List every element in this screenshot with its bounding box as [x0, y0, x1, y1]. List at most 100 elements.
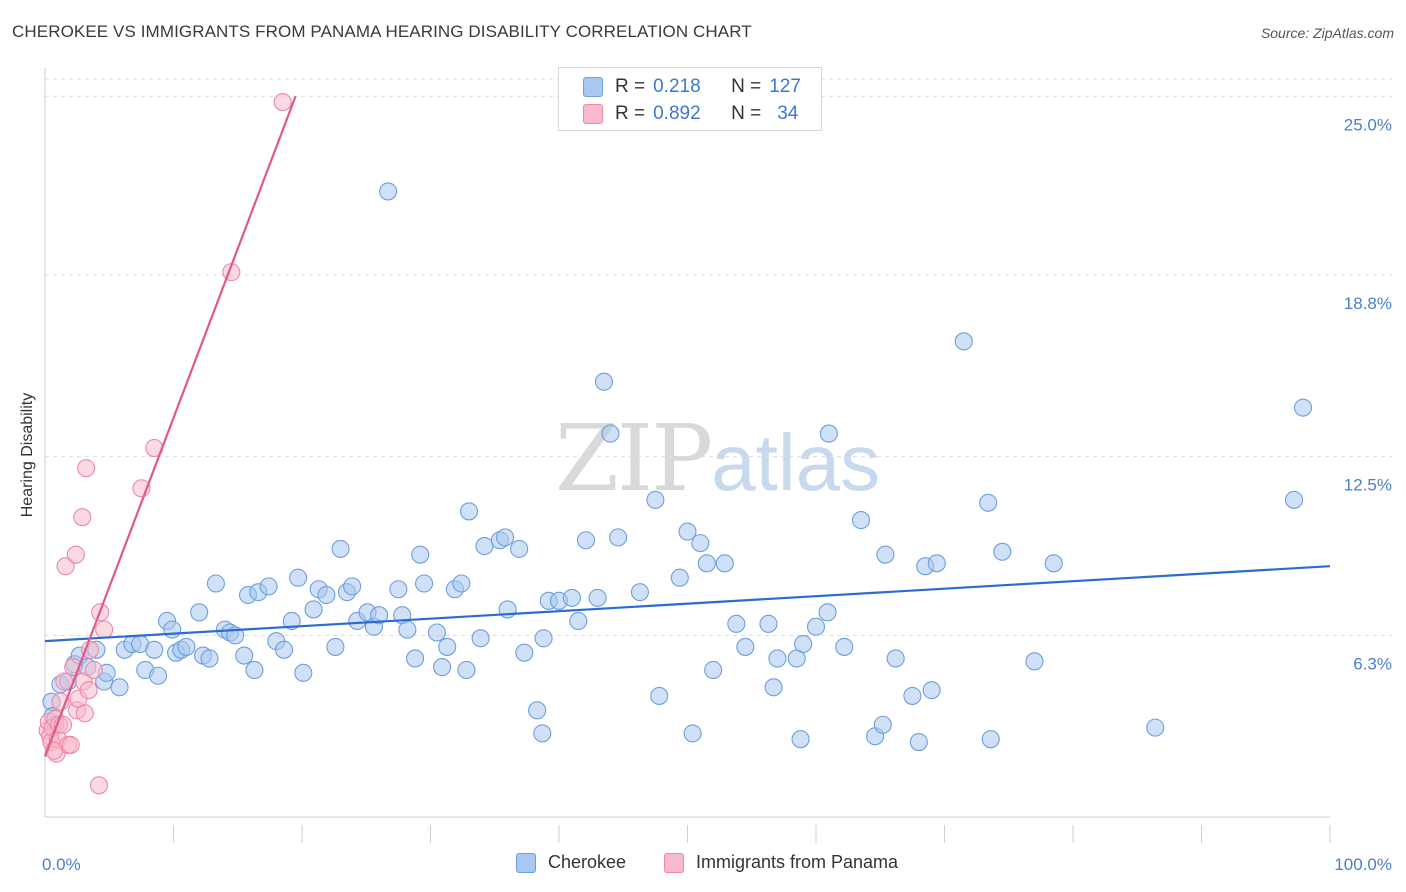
legend-item-cherokee: Cherokee: [516, 852, 626, 873]
axes: [44, 68, 1331, 843]
point-cherokee: [886, 649, 905, 668]
point-panama: [77, 459, 96, 478]
point-cherokee: [510, 539, 529, 558]
point-cherokee: [415, 574, 434, 593]
point-cherokee: [1146, 718, 1165, 737]
point-panama: [61, 735, 80, 754]
point-cherokee: [427, 623, 446, 642]
point-cherokee: [818, 603, 837, 622]
point-cherokee: [282, 611, 301, 631]
point-panama: [80, 640, 100, 659]
point-cherokee: [331, 539, 350, 558]
point-cherokee: [704, 660, 723, 680]
point-cherokee: [495, 528, 515, 547]
point-cherokee: [697, 554, 716, 573]
point-cherokee: [433, 658, 452, 677]
point-cherokee: [609, 528, 628, 547]
point-cherokee: [903, 686, 922, 705]
point-cherokee: [876, 545, 895, 564]
point-panama: [56, 557, 75, 576]
point-cherokee: [981, 730, 1000, 749]
trendline-panama: [43, 95, 297, 757]
point-cherokee: [1284, 490, 1304, 509]
legend-n-label: N =: [731, 76, 762, 97]
point-cherokee: [326, 637, 345, 656]
point-cherokee: [678, 522, 697, 541]
point-cherokee: [457, 660, 476, 680]
point-panama: [95, 620, 114, 639]
point-cherokee: [1025, 652, 1044, 671]
correlation-legend: R = 0.218 N = 127 R = 0.892 N = 34: [558, 67, 822, 131]
point-cherokee: [200, 649, 219, 668]
point-cherokee: [630, 583, 650, 602]
point-cherokee: [274, 640, 294, 659]
point-cherokee: [922, 681, 941, 700]
point-cherokee: [759, 614, 778, 633]
point-cherokee: [715, 554, 734, 573]
legend-label-panama: Immigrants from Panama: [696, 852, 899, 872]
point-cherokee: [1293, 398, 1313, 417]
legend-row-panama: R = 0.892 N = 34: [583, 102, 798, 126]
point-cherokee: [145, 640, 164, 659]
point-cherokee: [791, 730, 810, 749]
legend-n-value: 127: [769, 76, 801, 97]
point-cherokee: [562, 588, 581, 607]
point-cherokee: [727, 614, 746, 633]
y-tick-label: 6.3%: [1353, 654, 1392, 673]
point-cherokee: [245, 660, 264, 680]
point-cherokee: [873, 715, 892, 734]
point-cherokee: [650, 686, 669, 705]
point-panama: [66, 545, 85, 564]
trendline-cherokee: [44, 565, 1331, 643]
point-cherokee: [736, 637, 755, 656]
legend-row-cherokee: R = 0.218 N = 127: [583, 75, 801, 99]
point-panama: [79, 681, 98, 700]
point-cherokee: [177, 637, 196, 656]
point-cherokee: [691, 534, 710, 553]
point-cherokee: [398, 620, 417, 639]
legend-swatch-panama: [664, 852, 684, 873]
point-cherokee: [851, 511, 871, 530]
y-tick-label: 25.0%: [1344, 115, 1392, 134]
point-cherokee: [475, 536, 494, 556]
legend-n-value: 34: [777, 103, 799, 124]
watermark-zip: ZIP: [555, 405, 713, 512]
legend-label-cherokee: Cherokee: [548, 852, 627, 872]
point-cherokee: [927, 554, 946, 573]
source-credit: Source: ZipAtlas.com: [1260, 25, 1394, 41]
y-tick-label: 12.5%: [1344, 476, 1392, 495]
point-cherokee: [601, 424, 620, 443]
point-cherokee: [452, 574, 471, 593]
watermark-atlas: atlas: [711, 418, 881, 507]
point-cherokee: [370, 606, 389, 625]
data-points: [38, 93, 1313, 795]
point-panama: [273, 93, 292, 112]
point-cherokee: [993, 542, 1012, 561]
point-cherokee: [379, 182, 398, 201]
point-cherokee: [259, 577, 278, 596]
legend-swatch-panama: [583, 104, 603, 124]
point-cherokee: [411, 545, 430, 564]
point-cherokee: [670, 568, 689, 587]
grid-lines: [45, 78, 1392, 636]
point-cherokee: [954, 332, 973, 351]
point-cherokee: [438, 637, 457, 656]
point-panama: [89, 776, 109, 795]
point-cherokee: [304, 600, 323, 619]
point-cherokee: [794, 634, 813, 654]
legend-r-label: R =: [615, 76, 646, 97]
point-cherokee: [835, 637, 854, 656]
point-cherokee: [389, 580, 408, 599]
point-cherokee: [317, 585, 336, 605]
tick-labels: 6.3% 12.5% 18.8% 25.0% 0.0% 100.0%: [42, 115, 1392, 874]
point-cherokee: [683, 724, 702, 743]
point-cherokee: [190, 603, 209, 622]
point-panama: [75, 704, 94, 723]
point-cherokee: [909, 732, 928, 752]
point-cherokee: [149, 666, 168, 685]
legend-n-label: N =: [731, 103, 762, 124]
point-cherokee: [588, 588, 607, 607]
point-cherokee: [1044, 554, 1063, 573]
point-cherokee: [289, 568, 308, 587]
